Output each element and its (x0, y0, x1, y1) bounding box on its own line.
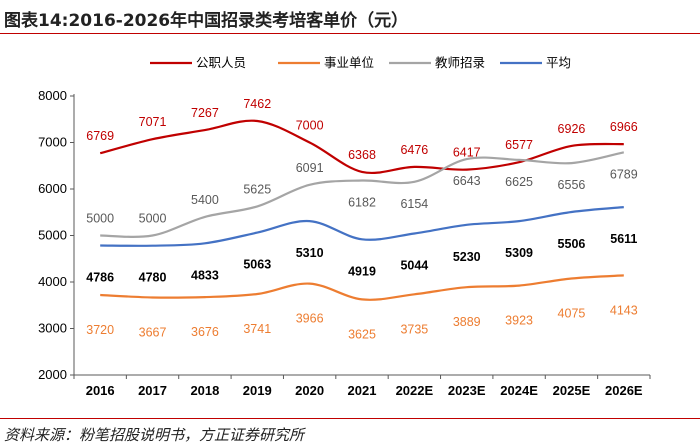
data-label: 5230 (453, 250, 481, 264)
data-label: 7267 (191, 106, 219, 120)
data-label: 6368 (348, 148, 376, 162)
data-label: 3889 (453, 315, 481, 329)
data-label: 6966 (610, 120, 638, 134)
data-label: 6091 (296, 161, 324, 175)
series-line-4 (100, 206, 624, 247)
data-label: 6182 (348, 196, 376, 210)
data-label: 3676 (191, 325, 219, 339)
x-tick-label: 2025E (553, 383, 591, 398)
x-tick-label: 2017 (138, 383, 167, 398)
data-label: 6625 (505, 175, 533, 189)
data-label: 6556 (558, 178, 586, 192)
data-label: 7071 (139, 115, 167, 129)
legend-label: 事业单位 (324, 55, 374, 70)
source-note: 资料来源：粉笔招股说明书，方正证券研究所 (4, 426, 305, 444)
legend-label: 公职人员 (196, 56, 246, 70)
data-label: 4780 (139, 271, 167, 285)
data-label: 4786 (86, 270, 114, 284)
data-label: 6476 (400, 143, 428, 157)
data-label: 6789 (610, 167, 638, 181)
data-label: 7000 (296, 119, 324, 133)
x-tick-label: 2018 (190, 383, 219, 398)
data-label: 6769 (86, 129, 114, 143)
x-tick-label: 2020 (295, 383, 324, 398)
data-label: 3741 (243, 322, 271, 336)
y-tick-label: 3000 (38, 321, 67, 336)
y-tick-label: 4000 (38, 274, 67, 289)
data-label: 3966 (296, 312, 324, 326)
data-label: 5611 (610, 232, 637, 246)
title-divider (0, 33, 700, 34)
x-tick-label: 2021 (348, 383, 377, 398)
data-label: 6926 (558, 122, 586, 136)
line-chart: 2000 3000 4000 5000 6000 7000 8000 2016 2017 2018… (38, 55, 651, 398)
data-label: 5400 (191, 193, 219, 207)
data-label: 4075 (558, 307, 586, 321)
x-tick-label: 2016 (86, 383, 115, 398)
data-label: 4919 (348, 264, 376, 278)
data-label: 5309 (505, 246, 533, 260)
x-tick-label: 2019 (243, 383, 272, 398)
series-line-2 (100, 274, 624, 301)
y-tick-label: 2000 (38, 367, 67, 382)
data-label: 5044 (400, 258, 428, 272)
data-label: 5000 (139, 212, 167, 226)
x-tick-label: 2022E (396, 383, 434, 398)
data-label: 3923 (505, 314, 533, 328)
series-line-1 (99, 119, 624, 174)
data-label: 3625 (348, 327, 376, 341)
y-tick-label: 5000 (38, 228, 67, 243)
x-tick-label: 2024E (500, 383, 538, 398)
y-tick-label: 8000 (38, 88, 67, 103)
series-line-3 (100, 151, 625, 238)
data-label: 6154 (400, 197, 428, 211)
y-tick-label: 7000 (38, 135, 67, 150)
y-tick-label: 6000 (38, 181, 67, 196)
data-label: 5000 (86, 212, 114, 226)
data-label: 6577 (505, 138, 533, 152)
data-label: 5506 (558, 237, 586, 251)
source-divider (0, 418, 700, 419)
data-label: 7462 (243, 97, 271, 111)
data-label: 3735 (400, 322, 428, 336)
data-label: 3667 (139, 325, 167, 339)
data-label: 3720 (86, 323, 114, 337)
title-bar: 图表14:2016-2026年中国招录类考培客单价（元） (0, 0, 700, 34)
page-title: 图表14:2016-2026年中国招录类考培客单价（元） (4, 11, 409, 31)
data-label: 4833 (191, 268, 219, 282)
data-label: 5310 (296, 246, 324, 260)
data-label: 4143 (610, 303, 638, 317)
legend-label: 平均 (546, 56, 571, 70)
data-label: 6417 (453, 146, 481, 160)
data-label: 5063 (243, 258, 271, 272)
data-label: 6643 (453, 174, 481, 188)
x-tick-label: 2026E (605, 383, 643, 398)
legend-label: 教师招录 (435, 55, 485, 70)
data-label: 5625 (243, 182, 271, 196)
x-tick-label: 2023E (448, 383, 486, 398)
